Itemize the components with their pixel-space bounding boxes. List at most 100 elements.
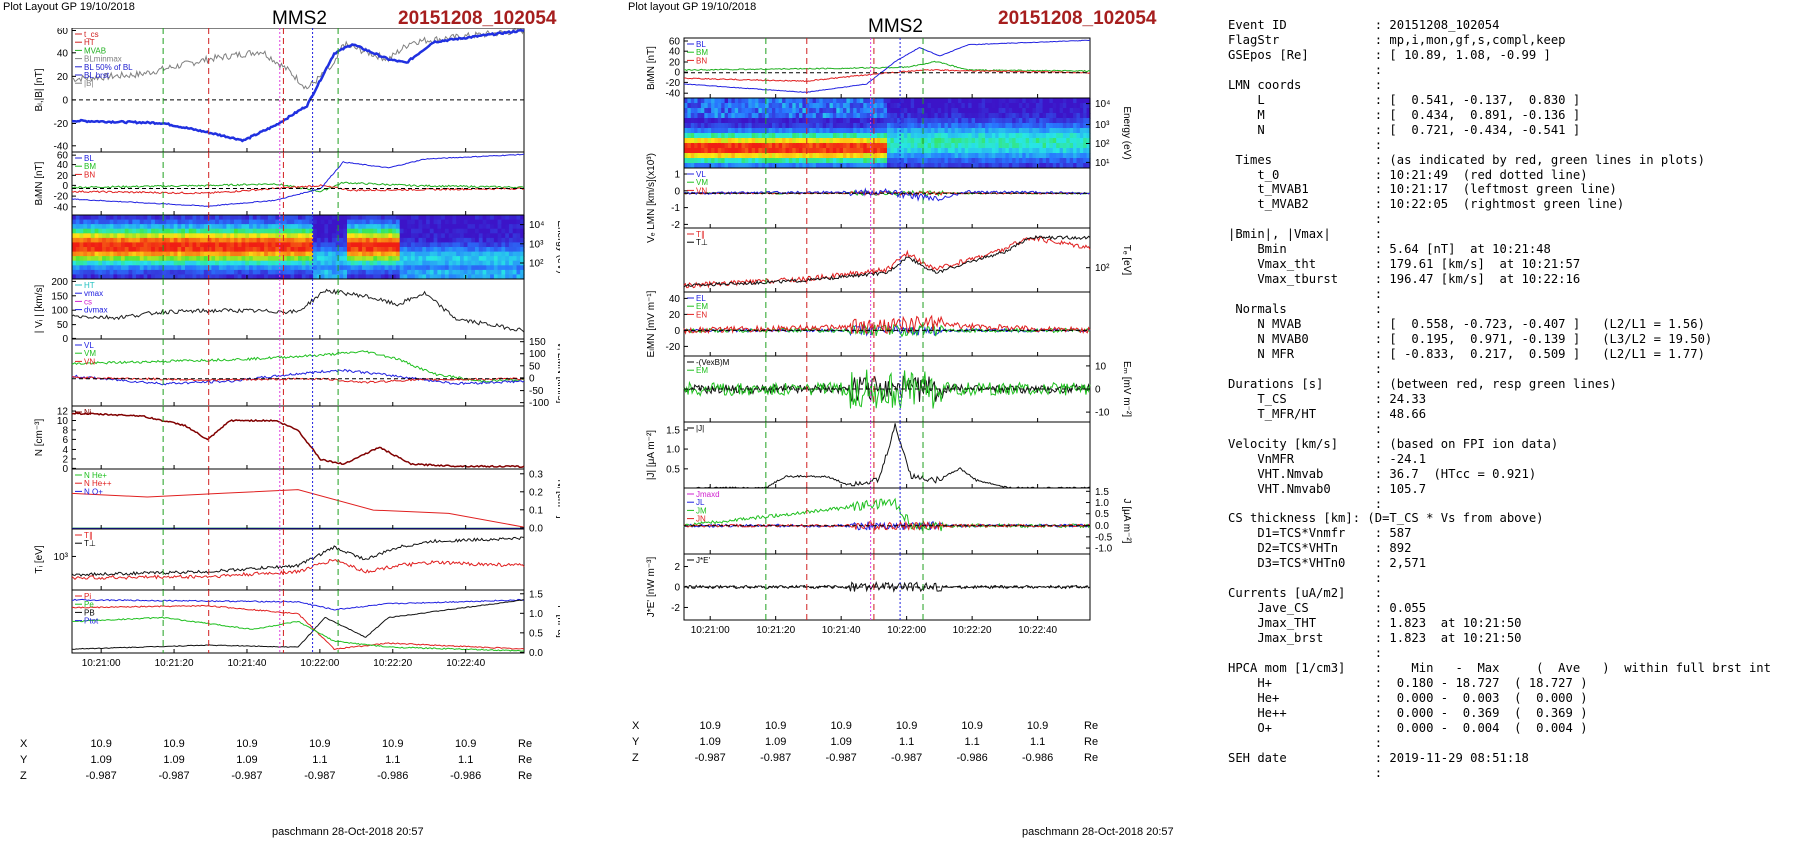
spectrogram-cell: [467, 265, 472, 271]
series-line-Pi: [71, 604, 525, 651]
summary-line: Velocity [km/s] : (based on FPI ion data…: [1228, 436, 1559, 451]
spectrogram-cell: [954, 103, 959, 109]
spectrogram-cell: [87, 233, 92, 239]
spectrogram-cell: [407, 224, 412, 230]
legend-entry: cs: [84, 297, 92, 306]
spectrogram-cell: [822, 143, 827, 149]
spectrogram-cell: [358, 265, 363, 271]
spectrogram-cell: [320, 260, 325, 266]
spectrogram-cell: [931, 98, 935, 104]
spectrogram-cell: [475, 265, 480, 271]
spectrogram-cell: [819, 118, 824, 124]
spectrogram-cell: [313, 260, 318, 266]
spectrogram-cell: [738, 148, 743, 154]
spectrogram-cell: [981, 158, 986, 164]
spectrogram-cell: [407, 260, 412, 266]
spectrogram-cell: [856, 158, 861, 164]
coord-row-label: Z: [20, 770, 27, 782]
spectrogram-cell: [395, 237, 401, 244]
spectrogram-cell: [437, 256, 442, 262]
spectrogram-cell: [1079, 113, 1084, 119]
time-tick-label: 10:21:40: [227, 658, 266, 669]
spectrogram-cell: [429, 260, 435, 266]
spectrogram-cell: [215, 256, 220, 262]
spectrogram-cell: [384, 215, 389, 221]
spectrogram-cell: [778, 163, 783, 169]
spectrogram-cell: [72, 265, 77, 271]
spectrogram-cell: [275, 265, 280, 271]
spectrogram-cell: [700, 138, 705, 144]
spectrogram-cell: [768, 143, 773, 149]
spectrogram-cell: [947, 103, 952, 109]
spectrogram-cell: [832, 113, 837, 119]
spectrogram-cell: [275, 219, 280, 225]
spectrogram-cell: [388, 215, 393, 221]
spectrogram-cell: [839, 108, 844, 114]
spectrogram-cell: [98, 274, 103, 280]
spectrogram-cell: [354, 219, 359, 225]
spectrogram-cell: [377, 233, 382, 239]
spectrogram-cell: [1086, 133, 1091, 139]
spectrogram-cell: [937, 128, 942, 134]
spectrogram-cell: [102, 233, 107, 239]
spectrogram-cell: [241, 215, 246, 221]
spectrogram-cell: [975, 163, 979, 169]
spectrogram-cell: [260, 233, 265, 239]
spectrogram-cell: [883, 153, 888, 159]
spectrogram-cell: [944, 138, 949, 144]
spectrogram-cell: [460, 237, 465, 244]
spectrogram-cell: [775, 98, 780, 104]
spectrogram-cell: [687, 103, 692, 109]
spectrogram-cell: [978, 108, 983, 114]
spectrogram-cell: [859, 113, 864, 119]
spectrogram-cell: [72, 269, 77, 276]
spectrogram-cell: [734, 143, 739, 149]
spectrogram-cell: [211, 269, 216, 276]
spectrogram-cell: [1062, 143, 1067, 149]
spectrogram-cell: [772, 133, 776, 139]
spectrogram-cell: [218, 228, 224, 234]
spectrogram-cell: [1086, 123, 1091, 129]
spectrogram-cell: [1025, 108, 1030, 114]
spectrogram-cell: [369, 224, 374, 230]
spectrogram-cell: [741, 163, 746, 169]
spectrogram-cell: [856, 143, 861, 149]
spectrogram-cell: [373, 224, 378, 230]
spectrogram-cell: [717, 123, 722, 129]
spectrogram-cell: [826, 153, 831, 159]
y-tick-label: 12: [57, 407, 69, 418]
spectrogram-cell: [690, 113, 695, 119]
spectrogram-cell: [365, 260, 371, 266]
spectrogram-cell: [1025, 113, 1030, 119]
spectrogram-cell: [324, 260, 329, 266]
spectrogram-cell: [512, 233, 518, 239]
spectrogram-cell: [900, 133, 905, 139]
spectrogram-cell: [853, 128, 858, 134]
spectrogram-cell: [102, 251, 107, 257]
spectrogram-cell: [320, 274, 325, 280]
time-tick-label: 10:22:40: [1018, 625, 1057, 636]
spectrogram-cell: [117, 256, 122, 262]
spectrogram-cell: [887, 108, 891, 114]
spectrogram-cell: [452, 237, 457, 244]
spectrogram-cell: [460, 269, 465, 276]
spectrogram-cell: [399, 224, 405, 230]
spectrogram-cell: [264, 233, 269, 239]
series-line-He2: [71, 489, 525, 528]
spectrogram-cell: [75, 269, 81, 276]
spectrogram-cell: [339, 265, 344, 271]
spectrogram-cell: [207, 233, 212, 239]
spectrogram-cell: [448, 251, 454, 257]
spectrogram-cell: [166, 256, 171, 262]
spectrogram-cell: [309, 247, 314, 253]
spectrogram-cell: [113, 219, 118, 225]
spectrogram-cell: [707, 138, 712, 144]
y-tick-label: 40: [669, 47, 681, 58]
spectrogram-cell: [937, 108, 942, 114]
spectrogram-cell: [1066, 148, 1071, 154]
spectrogram-cell: [298, 237, 303, 244]
spectrogram-cell: [971, 138, 976, 144]
spectrogram-cell: [328, 256, 333, 262]
summary-line: Jmax_brst : 1.823 at 10:21:50: [1228, 631, 1522, 646]
